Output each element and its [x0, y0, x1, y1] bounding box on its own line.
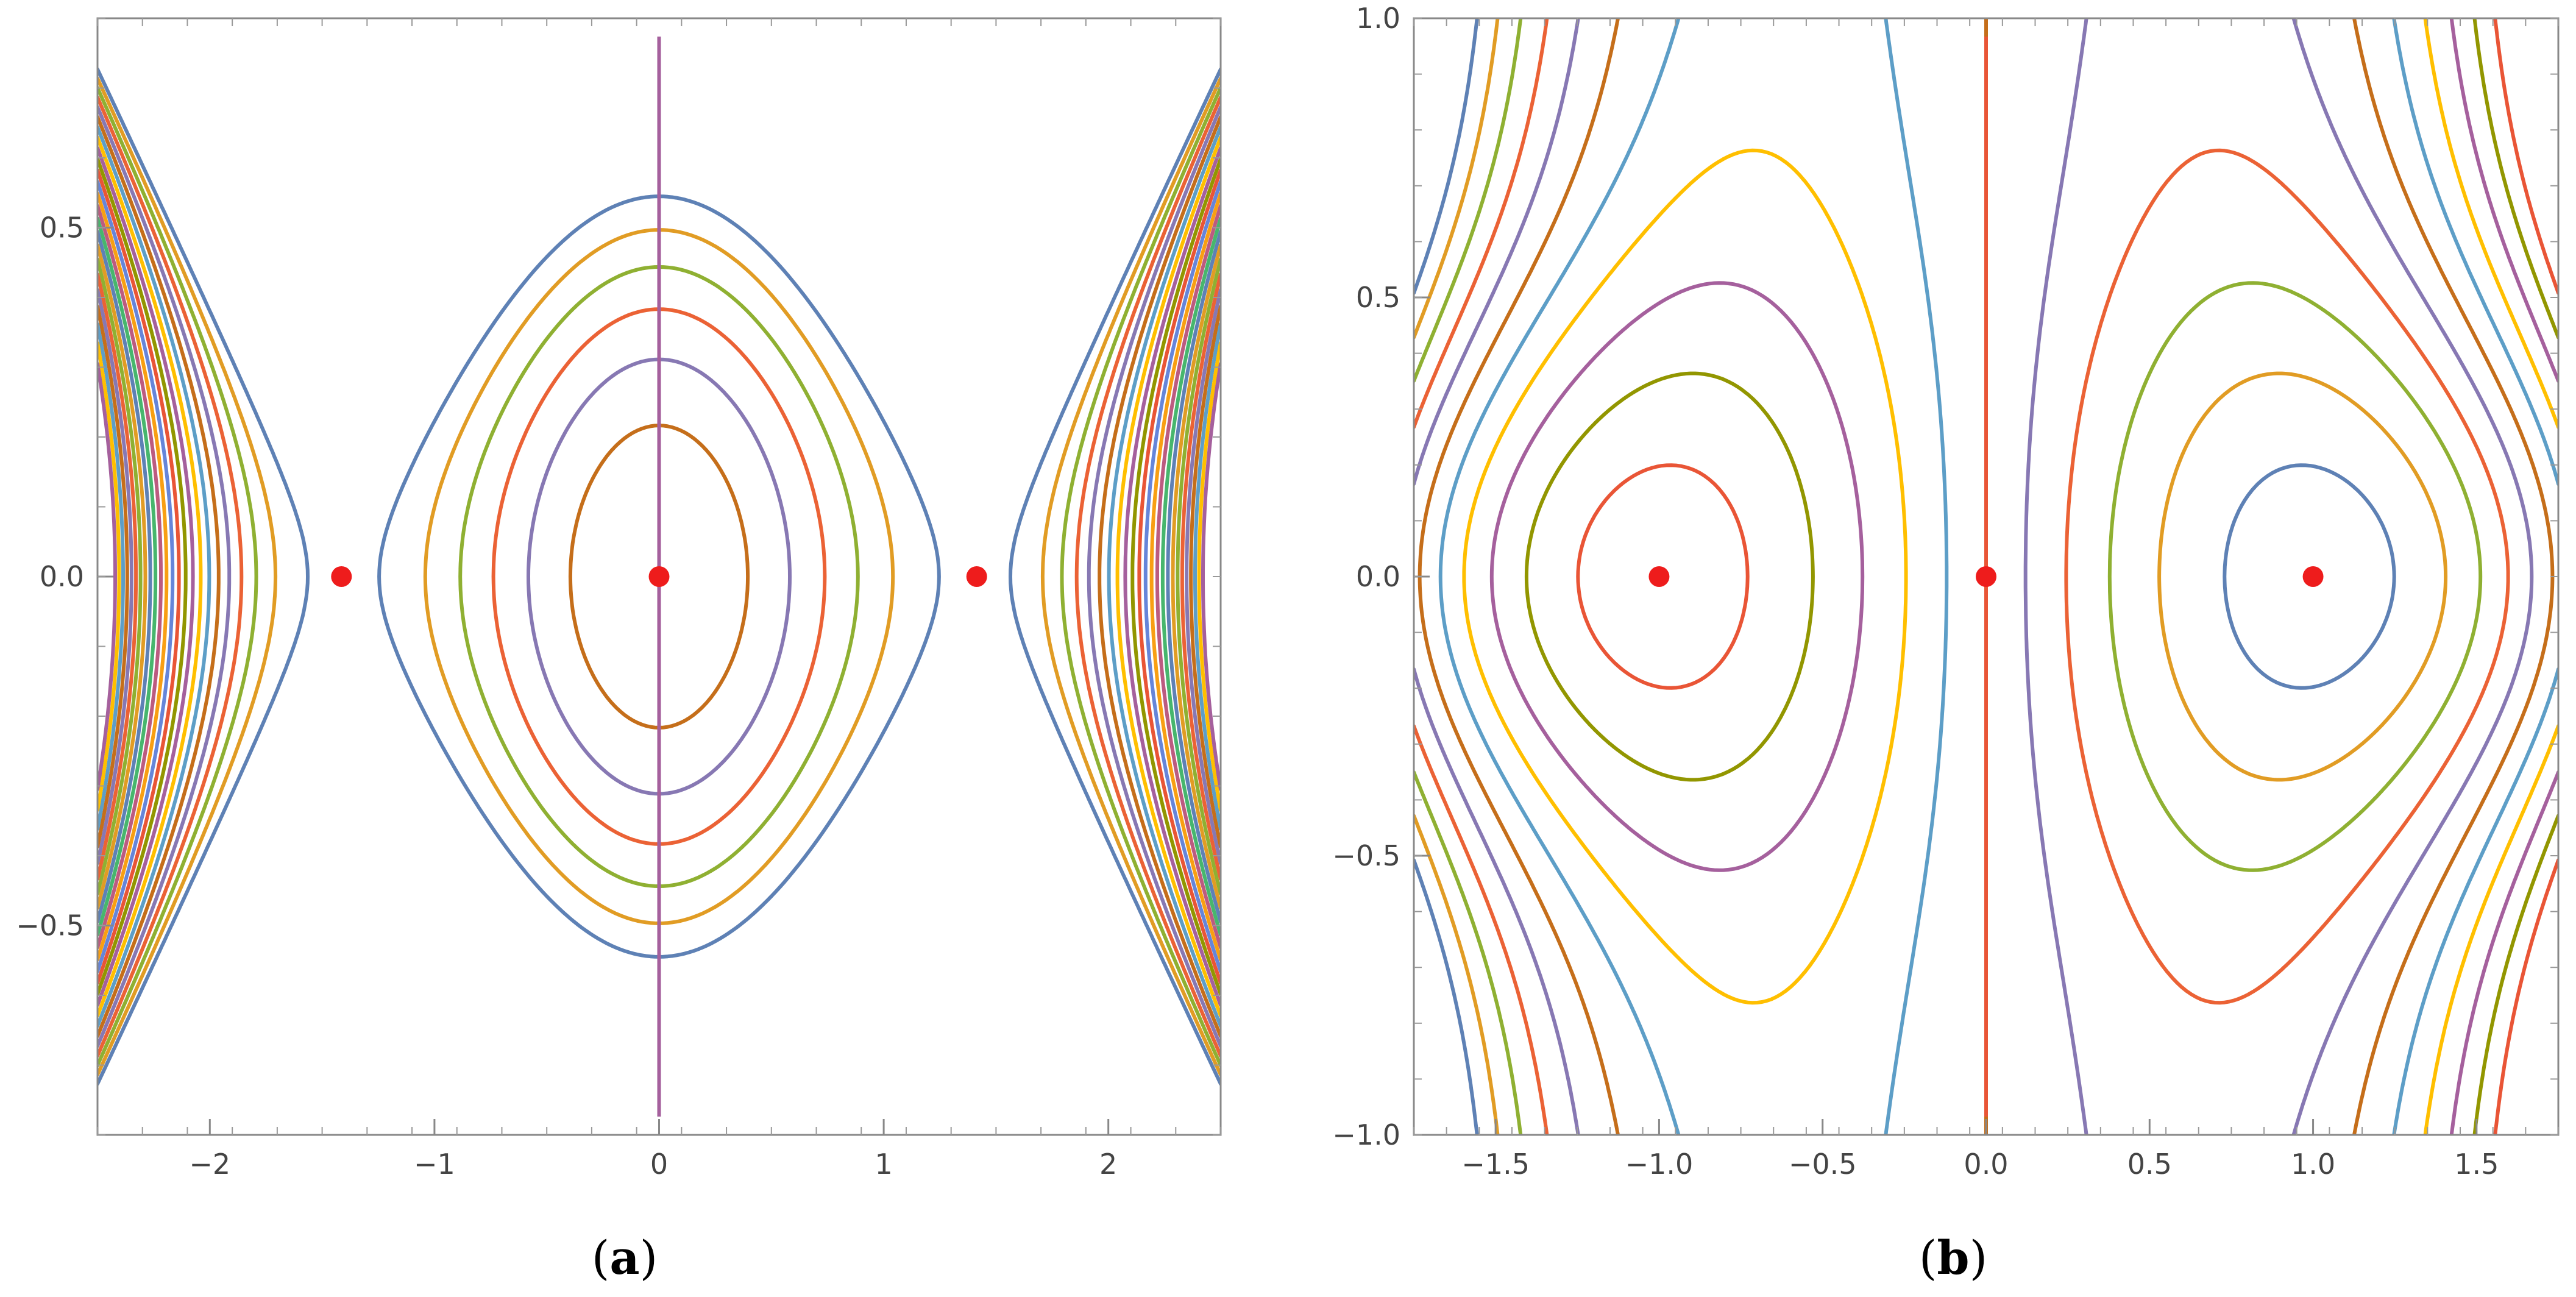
- contour-line: [1576, 18, 2558, 1135]
- y-tick-label: −0.5: [1332, 839, 1400, 872]
- contour-line: [1462, 18, 2558, 1135]
- x-tick-label: 1.0: [2291, 1148, 2335, 1181]
- contour-line: [98, 168, 1221, 985]
- contour-line: [1414, 18, 2510, 1135]
- x-tick-label: 2: [1099, 1148, 1117, 1181]
- critical-point: [2302, 566, 2324, 587]
- y-tick-label: 0.5: [1356, 281, 1400, 314]
- contour-line: [98, 95, 1221, 1058]
- x-tick-label: −0.5: [1789, 1148, 1857, 1181]
- contour-lines: [1414, 18, 2558, 1135]
- panel-b: −1.5 −1.0 −0.5 0.0 0.5 1.0 1.5 −1.0 −0.5 0.0 0.5 1.…: [1332, 2, 2560, 1181]
- contour-line: [98, 76, 1221, 1077]
- contour-line: [1414, 18, 2396, 1135]
- critical-point: [1648, 566, 1670, 587]
- contour-line: [98, 115, 1221, 1039]
- critical-point: [966, 566, 987, 587]
- critical-point: [1976, 566, 1996, 587]
- contour-line: [1489, 18, 2558, 1135]
- x-tick-label: −1.0: [1625, 1148, 1694, 1181]
- contour-line: [1414, 18, 2534, 1135]
- x-tick-label: −2: [189, 1148, 230, 1181]
- contour-line: [1524, 18, 2558, 1135]
- contour-line: [1414, 18, 2448, 1135]
- y-tick-label: 0.0: [1356, 560, 1400, 593]
- y-tick-label: 1.0: [1356, 2, 1400, 35]
- critical-point: [648, 566, 670, 587]
- x-tick-label: 0: [650, 1148, 668, 1181]
- x-tick-label: 1: [875, 1148, 892, 1181]
- x-tick-label: 1.5: [2454, 1148, 2499, 1181]
- panel-a: −2 −1 0 1 2 −0.5 0.0 0.5: [16, 17, 1222, 1181]
- contour-line: [1414, 18, 2483, 1135]
- contour-line: [1438, 18, 2558, 1135]
- y-tick-label: 0.5: [40, 211, 84, 244]
- critical-point: [331, 566, 352, 587]
- x-tick-label: 0.5: [2127, 1148, 2172, 1181]
- y-tick-label: −1.0: [1332, 1118, 1400, 1151]
- y-tick-label: −0.5: [16, 909, 84, 942]
- x-tick-label: −1: [414, 1148, 455, 1181]
- contour-line: [1418, 18, 2555, 1135]
- y-tick-label: 0.0: [40, 560, 84, 593]
- contour-line: [98, 135, 1221, 1018]
- x-tick-label: −1.5: [1461, 1148, 1530, 1181]
- panel-b-caption: (b): [1919, 1231, 1987, 1285]
- panel-a-caption: (a): [592, 1231, 658, 1285]
- x-tick-label: 0.0: [1964, 1148, 2008, 1181]
